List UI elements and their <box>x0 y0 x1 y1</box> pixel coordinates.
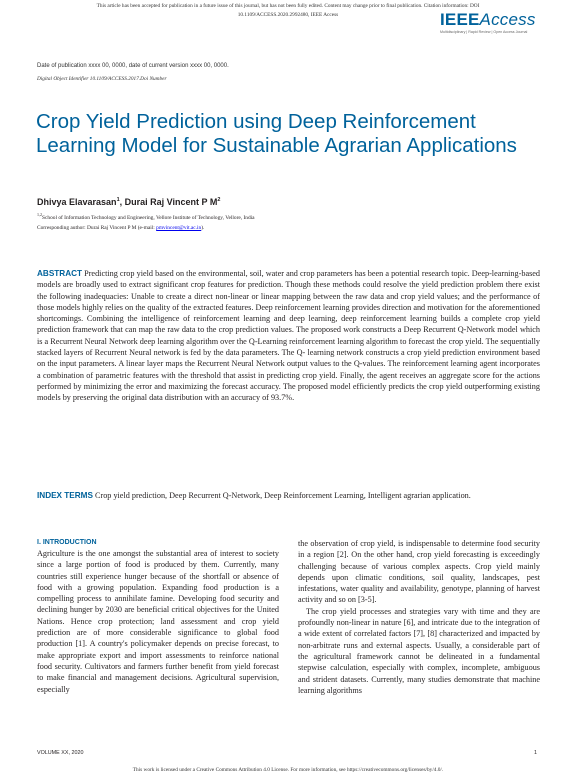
logo-tagline: Multidisciplinary | Rapid Review | Open … <box>440 30 528 34</box>
doi-line: Digital Object Identifier 10.1109/ACCESS… <box>37 76 167 82</box>
logo-access: Access <box>479 10 536 29</box>
section-heading-introduction: I. INTRODUCTION <box>37 539 97 546</box>
intro-paragraph-1-continued: the observation of crop yield, is indisp… <box>298 539 540 605</box>
acceptance-notice-line2: 10.1109/ACCESS.2020.2992480, IEEE Access <box>237 11 339 18</box>
index-terms: INDEX TERMS Crop yield prediction, Deep … <box>37 490 540 501</box>
abstract-heading: ABSTRACT <box>37 269 83 278</box>
intro-paragraph-2: The crop yield processes and strategies … <box>298 606 540 695</box>
logo-title: IEEEAccess <box>440 11 540 28</box>
index-terms-heading: INDEX TERMS <box>37 491 93 500</box>
page-number: 1 <box>534 750 537 756</box>
left-column: I. INTRODUCTION Agriculture is the one a… <box>37 538 279 695</box>
author-2-sup: 2 <box>217 197 221 203</box>
corresponding-author: Corresponding author: Durai Raj Vincent … <box>37 225 204 231</box>
acceptance-notice: This article has been accepted for publi… <box>0 2 576 19</box>
author-2: Durai Raj Vincent P M <box>124 197 218 207</box>
corresponding-suffix: ). <box>201 225 205 231</box>
author-list: Dhivya Elavarasan1, Durai Raj Vincent P … <box>37 197 220 207</box>
right-column: the observation of crop yield, is indisp… <box>298 538 540 696</box>
acceptance-notice-line1: This article has been accepted for publi… <box>96 3 480 9</box>
author-1-sup: 1 <box>116 197 120 203</box>
author-separator: , <box>119 197 125 207</box>
corresponding-prefix: Corresponding author: Durai Raj Vincent … <box>37 225 157 231</box>
license-notice: This work is licensed under a Creative C… <box>132 767 444 773</box>
publication-date: Date of publication xxxx 00, 0000, date … <box>37 63 229 69</box>
paper-title: Crop Yield Prediction using Deep Reinfor… <box>36 110 517 157</box>
affiliation: 1,2School of Information Technology and … <box>37 212 255 221</box>
ieee-access-logo: IEEEAccess Multidisciplinary | Rapid Rev… <box>440 11 540 37</box>
corresponding-email-link[interactable]: pmvincent@vit.ac.in <box>156 225 202 231</box>
intro-paragraph-1: Agriculture is the one amongst the subst… <box>37 549 279 694</box>
abstract-text: Predicting crop yield based on the envir… <box>37 269 540 403</box>
index-terms-text: Crop yield prediction, Deep Recurrent Q-… <box>95 491 471 500</box>
abstract: ABSTRACT Predicting crop yield based on … <box>37 268 540 404</box>
author-1: Dhivya Elavarasan <box>37 197 117 207</box>
logo-ieee: IEEE <box>440 10 480 29</box>
volume-footer: VOLUME XX, 2020 <box>37 750 84 756</box>
affiliation-sup: 1,2 <box>37 212 42 217</box>
affiliation-text: School of Information Technology and Eng… <box>42 214 255 221</box>
